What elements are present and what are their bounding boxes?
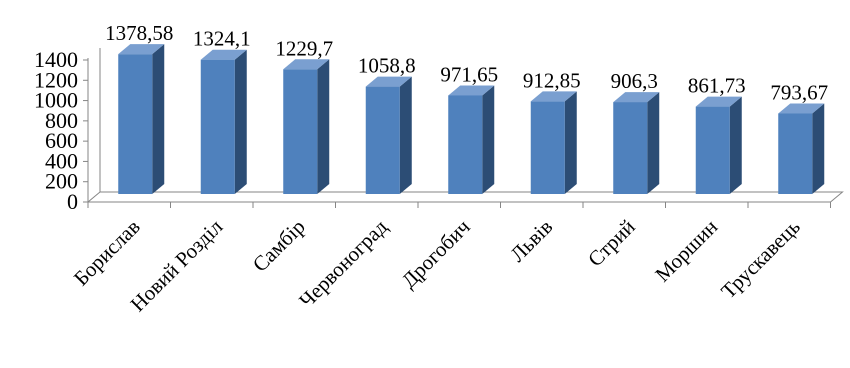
bar-side-4 <box>482 85 495 194</box>
y-tick-label: 1400 <box>34 47 78 72</box>
category-label: Борислав <box>69 215 145 291</box>
bar-top-5 <box>530 91 577 102</box>
category-label: Червоноград <box>294 214 392 312</box>
bar-2 <box>283 69 318 194</box>
bar-side-3 <box>399 76 412 194</box>
category-label: Моршин <box>650 215 722 287</box>
bar-top-2 <box>283 59 330 70</box>
bar-top-8 <box>778 103 825 114</box>
bar-side-0 <box>152 44 165 194</box>
bar-0 <box>118 54 153 194</box>
data-label: 1229,7 <box>275 36 333 60</box>
bar-side-7 <box>729 96 742 194</box>
bar-top-7 <box>695 96 742 107</box>
bar-side-8 <box>812 103 825 194</box>
data-label: 1324,1 <box>193 27 251 51</box>
data-label: 1058,8 <box>358 54 416 78</box>
bar-3 <box>365 86 400 194</box>
category-label: Самбір <box>248 215 310 277</box>
category-label: Львів <box>505 215 557 267</box>
bar-7 <box>695 106 730 194</box>
y-tick-label: 1200 <box>34 67 78 92</box>
bar-6 <box>613 102 648 194</box>
bar-1 <box>200 59 235 195</box>
category-label: Дрогобич <box>397 214 475 292</box>
bar-8 <box>778 113 813 194</box>
bar-top-6 <box>613 92 660 103</box>
bar-top-1 <box>200 49 247 60</box>
data-label: 971,65 <box>440 62 498 86</box>
category-label: Трускавець <box>716 215 805 304</box>
category-label: Стрий <box>583 215 640 272</box>
data-label: 906,3 <box>611 69 658 93</box>
bar-4 <box>448 95 483 194</box>
bar-5 <box>530 101 565 194</box>
bar-side-6 <box>647 92 660 194</box>
bar-side-5 <box>564 91 577 194</box>
y-tick-label: 800 <box>45 108 78 133</box>
y-tick-label: 0 <box>67 189 78 214</box>
bar-top-3 <box>365 76 412 87</box>
bar-side-1 <box>234 49 247 195</box>
bar-top-4 <box>448 85 495 96</box>
y-tick-label: 200 <box>45 169 78 194</box>
y-tick-label: 1000 <box>34 88 78 113</box>
data-label: 861,73 <box>688 74 746 98</box>
data-label: 1378,58 <box>105 21 173 45</box>
y-tick-label: 400 <box>45 148 78 173</box>
y-tick-label: 600 <box>45 128 78 153</box>
data-label: 912,85 <box>523 68 581 92</box>
data-label: 793,67 <box>770 80 828 104</box>
bar-side-2 <box>317 59 330 194</box>
bar-top-0 <box>118 44 165 55</box>
